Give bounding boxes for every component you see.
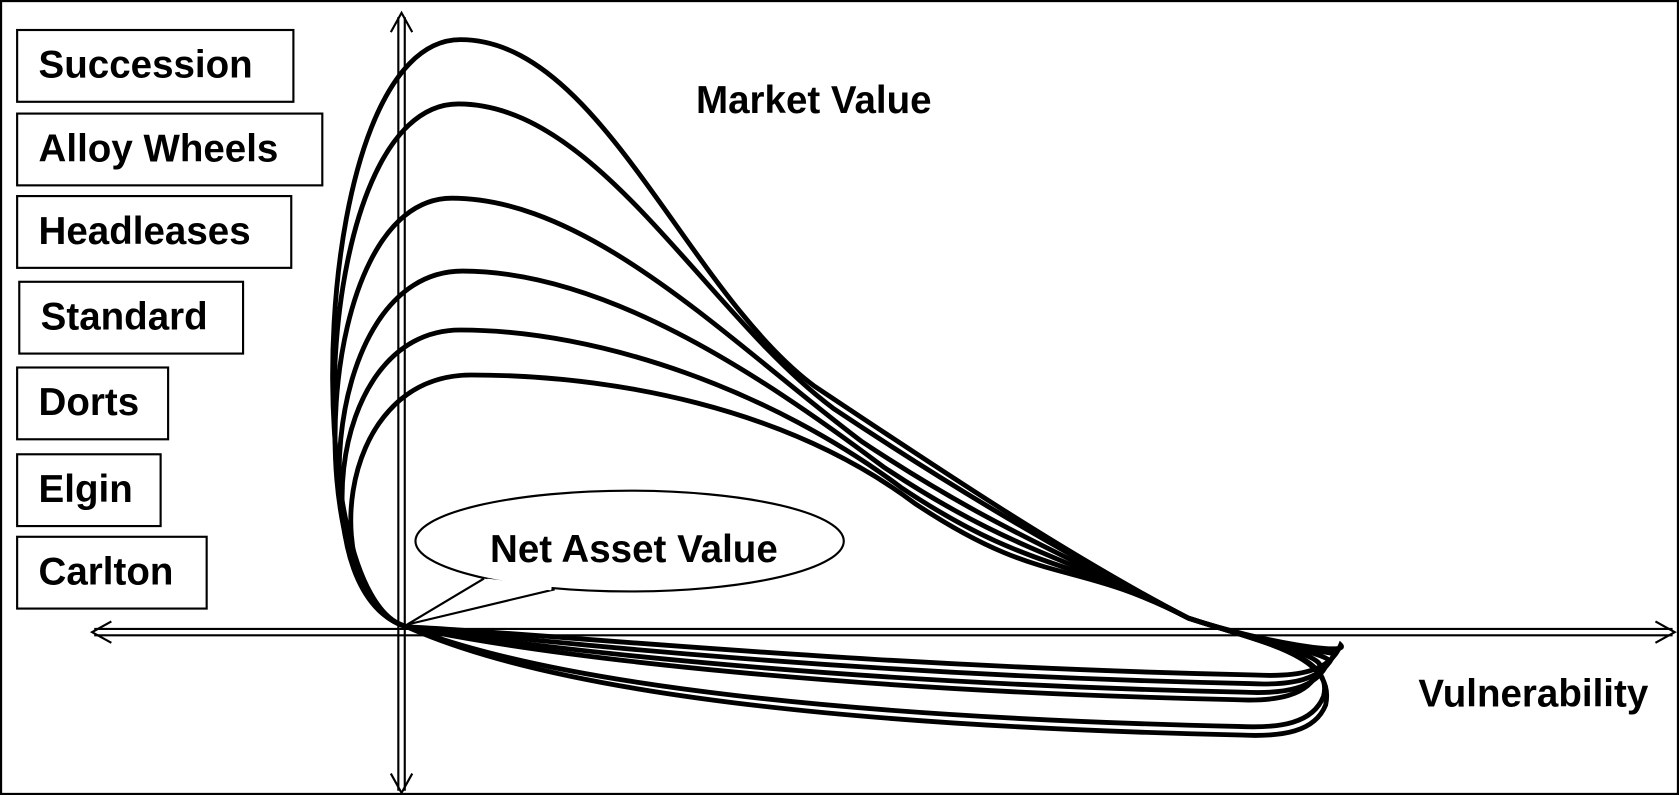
label-box: [16, 453, 162, 528]
label-text: Alloy Wheels: [39, 127, 279, 170]
label-box: [16, 28, 295, 103]
curve: [348, 372, 1344, 678]
curve: [330, 37, 1330, 738]
label-box: [18, 280, 245, 355]
label-text: Elgin: [39, 468, 133, 511]
label-list: Succession Alloy Wheels Headleases Standard…: [16, 28, 324, 610]
label-text: Succession: [39, 44, 253, 87]
curve: [331, 101, 1327, 730]
label-box: [16, 195, 293, 269]
label-box: [16, 366, 170, 441]
curve: [332, 195, 1323, 703]
x-axis: [89, 620, 1677, 644]
label-text: Headleases: [39, 210, 251, 253]
y-axis: [389, 10, 414, 795]
curve: [336, 268, 1332, 695]
label-box: [16, 112, 324, 187]
callout-text: Net Asset Value: [490, 528, 778, 571]
label-text: Standard: [41, 295, 208, 338]
x-axis-label: Vulnerability: [1418, 673, 1648, 716]
label-text: Carlton: [39, 550, 174, 593]
curves: [330, 37, 1344, 738]
callout: Net Asset Value: [406, 489, 845, 626]
y-axis-label: Market Value: [696, 79, 932, 122]
label-box: [16, 535, 208, 610]
label-text: Dorts: [39, 381, 140, 424]
